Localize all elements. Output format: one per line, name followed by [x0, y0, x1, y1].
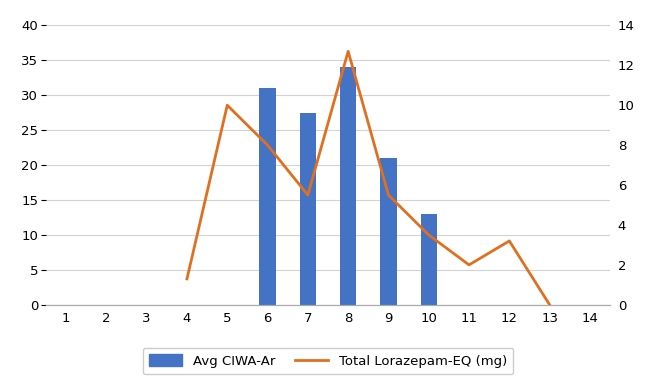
Total Lorazepam-EQ (mg)	[304, 193, 312, 197]
Total Lorazepam-EQ (mg)	[183, 277, 191, 281]
Total Lorazepam-EQ (mg)	[425, 233, 433, 237]
Line: Total Lorazepam-EQ (mg): Total Lorazepam-EQ (mg)	[187, 51, 550, 305]
Total Lorazepam-EQ (mg)	[546, 303, 554, 307]
Total Lorazepam-EQ (mg)	[465, 263, 473, 267]
Total Lorazepam-EQ (mg)	[264, 143, 272, 147]
Bar	[260, 88, 276, 305]
Total Lorazepam-EQ (mg)	[223, 103, 231, 107]
Total Lorazepam-EQ (mg)	[384, 193, 392, 197]
Bar	[420, 214, 437, 305]
Bar	[380, 158, 396, 305]
Bar	[340, 67, 356, 305]
Total Lorazepam-EQ (mg)	[344, 49, 352, 54]
Bar	[300, 113, 316, 305]
Legend: Avg CIWA-Ar, Total Lorazepam-EQ (mg): Avg CIWA-Ar, Total Lorazepam-EQ (mg)	[142, 348, 514, 375]
Total Lorazepam-EQ (mg)	[505, 239, 513, 243]
